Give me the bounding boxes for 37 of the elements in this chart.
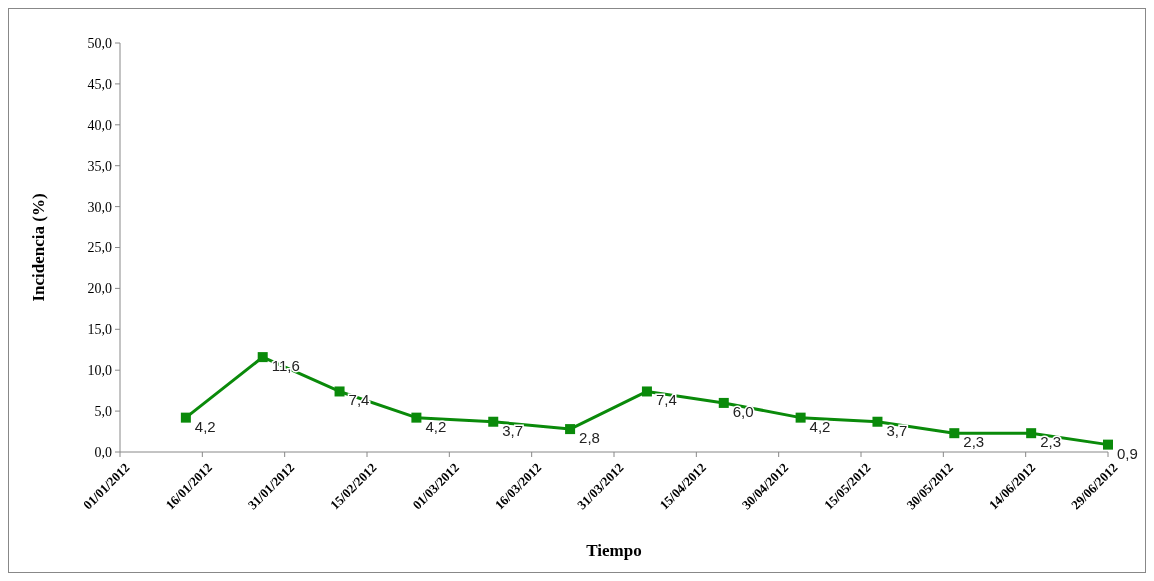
data-label: 4,2 <box>194 417 216 435</box>
point <box>641 386 652 397</box>
data-label: 2,3 <box>963 433 985 451</box>
y-tick-label: 0,0 <box>94 444 112 460</box>
data-label: 3,7 <box>502 421 524 439</box>
data-label: 7,4 <box>655 391 677 409</box>
y-tick-label: 30,0 <box>87 199 112 215</box>
y-tick-label: 25,0 <box>87 240 112 256</box>
point <box>257 352 268 363</box>
x-axis-title: Tiempo <box>586 541 642 560</box>
point <box>1026 428 1037 439</box>
point <box>718 397 729 408</box>
y-tick-label: 40,0 <box>87 117 112 133</box>
data-label: 0,9 <box>1117 444 1138 462</box>
data-label: 2,8 <box>579 429 600 447</box>
y-tick-label: 35,0 <box>87 158 112 174</box>
point <box>411 412 422 423</box>
point <box>872 416 883 427</box>
data-label: 4,2 <box>425 417 447 435</box>
y-tick-label: 50,0 <box>87 35 112 51</box>
y-tick-label: 5,0 <box>94 404 112 419</box>
point <box>1103 439 1113 450</box>
y-tick-label: 15,0 <box>87 322 112 338</box>
y-axis-title: Incidencia (%) <box>29 193 48 302</box>
point <box>949 428 960 439</box>
data-label: 4,2 <box>809 417 831 435</box>
data-label: 3,7 <box>886 421 908 439</box>
point <box>334 386 345 397</box>
point <box>565 424 576 435</box>
y-tick-label: 20,0 <box>87 281 112 297</box>
point <box>180 412 191 423</box>
point <box>795 412 806 423</box>
y-tick-label: 45,0 <box>87 76 112 92</box>
y-tick-label: 10,0 <box>87 363 112 379</box>
point <box>488 416 499 427</box>
data-label: 2,3 <box>1040 433 1062 451</box>
data-label: 6,0 <box>732 402 754 420</box>
